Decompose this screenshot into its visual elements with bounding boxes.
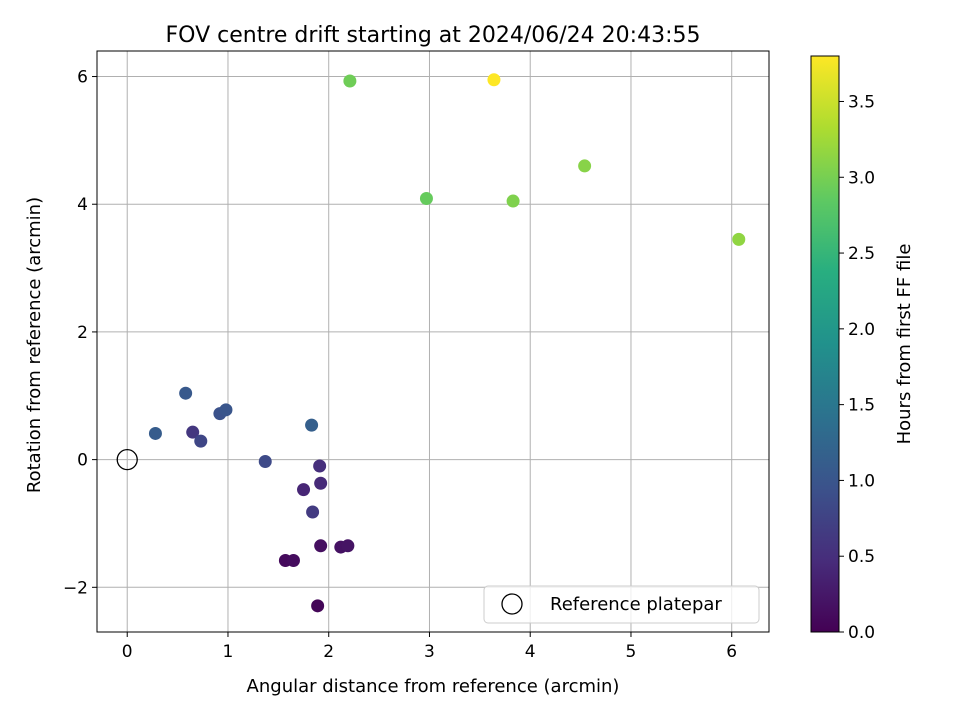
data-point [305, 418, 319, 432]
data-point [732, 232, 746, 246]
data-point [314, 476, 328, 490]
data-point [297, 483, 311, 497]
y-axis-label: Rotation from reference (arcmin) [24, 197, 45, 493]
data-point [186, 425, 200, 439]
legend-marker-icon [501, 593, 523, 615]
x-tick-label: 3 [424, 642, 435, 662]
colorbar-ticks: 0.0 0.5 1.0 1.5 2.0 2.5 3.0 3.5 [839, 92, 875, 643]
data-point [148, 426, 162, 440]
data-point [343, 74, 357, 88]
data-point [314, 539, 328, 553]
data-point [311, 599, 325, 613]
x-tick-label: 1 [223, 642, 234, 662]
y-tick-label: 6 [77, 68, 88, 88]
colorbar-label: Hours from first FF file [894, 244, 915, 445]
x-tick-label: 2 [323, 642, 334, 662]
y-tick-label: −2 [63, 578, 88, 598]
x-tick-label: 5 [626, 642, 637, 662]
data-point [419, 191, 433, 205]
data-point [179, 386, 193, 400]
colorbar-gradient [810, 55, 840, 633]
legend-entry-reference-platepar: Reference platepar [550, 594, 722, 615]
legend-box [483, 585, 760, 624]
data-points [116, 73, 746, 613]
colorbar: 0.0 0.5 1.0 1.5 2.0 2.5 3.0 3.5 Hours from firs… [810, 55, 915, 643]
y-tick-label: 0 [77, 451, 88, 471]
data-point [306, 505, 320, 519]
data-point [506, 194, 520, 208]
colorbar-tick-label: 2.5 [848, 244, 875, 264]
colorbar-tick-label: 0.0 [848, 623, 875, 643]
colorbar-tick-label: 2.0 [848, 320, 875, 340]
x-tick-label: 0 [122, 642, 133, 662]
data-point [313, 459, 327, 473]
x-axis-label: Angular distance from reference (arcmin) [247, 676, 620, 697]
data-point [341, 539, 355, 553]
plot-frame [96, 50, 770, 633]
reference-platepar-marker [116, 448, 138, 471]
data-point [286, 553, 300, 567]
y-tick-label: 4 [77, 195, 88, 215]
chart-title: FOV centre drift starting at 2024/06/24 … [166, 23, 701, 48]
y-tick-label: 2 [77, 323, 88, 343]
data-point [578, 159, 592, 173]
data-point [194, 434, 208, 448]
data-point [258, 455, 272, 469]
colorbar-tick-label: 0.5 [848, 547, 875, 567]
y-axis-ticks: −2 0 2 4 6 [63, 68, 97, 598]
colorbar-tick-label: 3.0 [848, 168, 875, 188]
grid [97, 51, 769, 632]
x-axis-ticks: 0 1 2 3 4 5 6 [122, 632, 737, 662]
colorbar-tick-label: 3.5 [848, 92, 875, 112]
x-tick-label: 4 [525, 642, 536, 662]
colorbar-tick-label: 1.5 [848, 396, 875, 416]
data-point [487, 73, 501, 87]
x-tick-label: 6 [726, 642, 737, 662]
colorbar-tick-label: 1.0 [848, 471, 875, 491]
legend: Reference platepar [483, 585, 760, 624]
data-point [219, 403, 233, 417]
